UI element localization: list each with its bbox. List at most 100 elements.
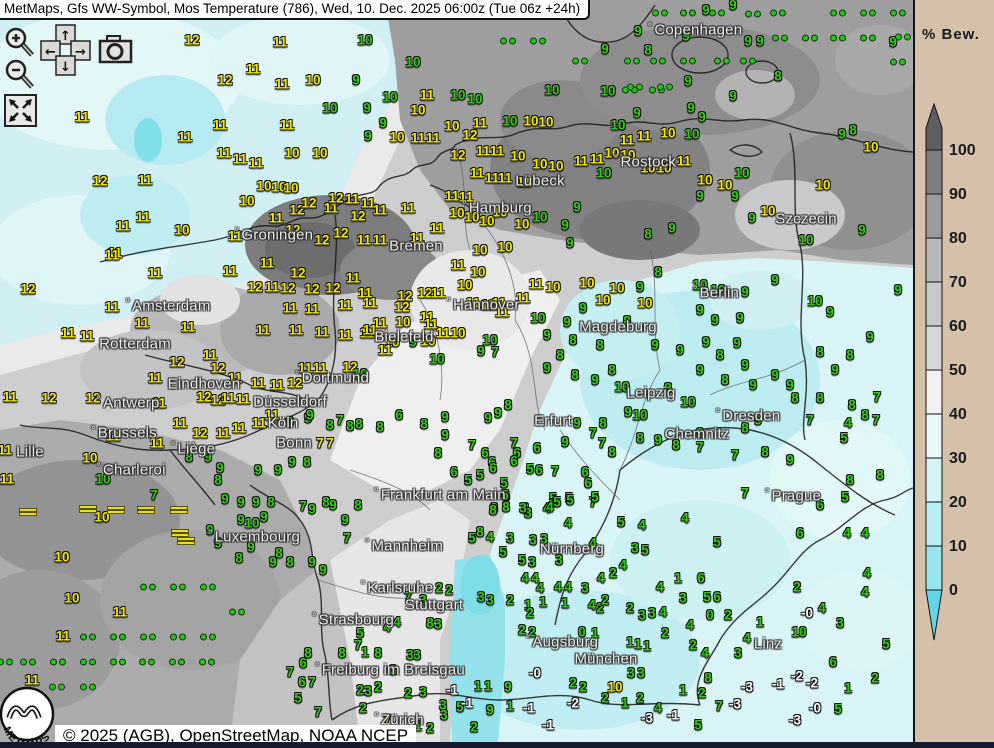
station-value: 11 — [149, 435, 165, 451]
snapshot-button[interactable] — [98, 34, 134, 64]
station-value: 2 — [356, 682, 364, 698]
legend-unit-label: % Bew. — [922, 26, 980, 43]
station-value: 3 — [524, 505, 532, 521]
station-value: 12 — [342, 359, 358, 375]
station-value: 11 — [372, 202, 388, 218]
station-value: 10 — [482, 332, 498, 348]
station-value: 9 — [636, 279, 644, 295]
station-value: 10 — [420, 333, 436, 349]
station-value: -3 — [788, 712, 802, 728]
weather-map[interactable]: 12 11 10 12 11 11 10 9 10 10 11 10 11 10 9 9 9 10 11 11 11 11… — [0, 0, 913, 742]
city-label: Leipzig — [626, 384, 676, 402]
station-value: 12 — [184, 32, 200, 48]
station-value: 10 — [64, 590, 80, 606]
cloud-cover-scale: 100 90 80 70 60 50 40 30 20 10 0 — [915, 0, 994, 747]
station-value: 9 — [702, 2, 710, 18]
zoom-in-button[interactable] — [4, 26, 36, 60]
station-value: 6 — [395, 407, 403, 423]
station-value: 5 — [617, 514, 625, 530]
station-value: 10 — [530, 310, 546, 326]
station-value: 2 — [609, 565, 617, 581]
station-value: 10 — [863, 139, 879, 155]
station-value: 10 — [760, 203, 776, 219]
station-value: 10 — [510, 148, 526, 164]
station-value: 7 — [589, 425, 597, 441]
pan-control[interactable]: ↑ ← → ↓ — [40, 24, 92, 76]
metmaps-logo: METMAPS — [0, 686, 55, 742]
city-label: Bielefeld — [374, 328, 434, 346]
fog-symbol-icon — [172, 528, 188, 538]
station-value: 7 — [589, 494, 597, 510]
station-value: 4 — [546, 499, 554, 515]
station-value: 11 — [212, 117, 228, 133]
fog-symbol-icon — [138, 505, 154, 515]
station-value: 10 — [472, 242, 488, 258]
station-value: 6 — [713, 589, 721, 605]
ww-dots-icon — [831, 10, 845, 16]
station-value: 8 — [326, 417, 334, 433]
station-value: 11 — [274, 76, 290, 92]
station-value: 4 — [531, 570, 539, 586]
ww-dots-icon — [658, 84, 672, 90]
station-value: 9 — [826, 304, 834, 320]
station-value: 10 — [532, 209, 548, 225]
station-value: 10 — [244, 515, 260, 531]
station-value: 6 — [510, 453, 518, 469]
station-value: 12 — [328, 190, 344, 206]
station-value: 9 — [341, 512, 349, 528]
station-value: 3 — [389, 662, 397, 678]
ww-dots-icon — [531, 38, 545, 44]
station-value: 4 — [843, 525, 851, 541]
station-value: 11 — [220, 390, 236, 406]
zoom-out-button[interactable] — [4, 58, 36, 92]
station-value: 9 — [204, 449, 212, 465]
station-value: 9 — [237, 512, 245, 528]
station-value: 5 — [501, 487, 509, 503]
station-value: 12 — [462, 127, 478, 143]
station-value: 3 — [364, 683, 372, 699]
station-value: 5 — [694, 717, 702, 733]
station-value: 3 — [413, 647, 421, 663]
station-value: 8 — [654, 264, 662, 280]
city-label: ° Zürich — [374, 711, 424, 729]
station-value: 6 — [481, 445, 489, 461]
station-value: 3 — [477, 589, 485, 605]
station-value: 11 — [314, 324, 330, 340]
station-value: 3 — [506, 530, 514, 546]
ww-dots-icon — [650, 87, 664, 93]
station-value: 11 — [419, 87, 435, 103]
station-value: 8 — [849, 122, 857, 138]
ww-dots-icon — [141, 584, 155, 590]
station-value: 8 — [304, 645, 312, 661]
city-label: ° Hamburg — [462, 199, 532, 217]
station-value: 11 — [619, 132, 635, 148]
station-value: 11 — [337, 327, 353, 343]
station-value: 10 — [692, 277, 708, 293]
station-value: 11 — [297, 360, 313, 376]
station-value: 11 — [115, 218, 131, 234]
ww-dots-icon — [628, 84, 642, 90]
station-value: 4 — [861, 584, 869, 600]
station-value: 4 — [588, 597, 596, 613]
station-value: 7 — [314, 704, 322, 720]
station-value: 2 — [374, 679, 382, 695]
station-value: 11 — [359, 325, 375, 341]
station-value: 10 — [717, 177, 733, 193]
station-value: 1 — [679, 682, 687, 698]
station-value: 10 — [502, 113, 518, 129]
fullscreen-button[interactable] — [4, 94, 38, 128]
station-value: 8 — [596, 337, 604, 353]
station-value: 4 — [654, 700, 662, 716]
station-value: 4 — [383, 619, 391, 635]
station-value: 8 — [376, 419, 384, 435]
city-label: Erfurt — [534, 412, 572, 430]
station-value: 10 — [271, 179, 287, 195]
station-value: 8 — [721, 372, 729, 388]
station-value: 11 — [372, 315, 388, 331]
city-label: ° Hannover — [446, 296, 520, 314]
station-value: 8 — [502, 499, 510, 515]
station-value: 12 — [314, 232, 330, 248]
station-value: 11 — [222, 263, 238, 279]
station-value: 9 — [561, 217, 569, 233]
ww-dots-icon — [170, 659, 184, 665]
